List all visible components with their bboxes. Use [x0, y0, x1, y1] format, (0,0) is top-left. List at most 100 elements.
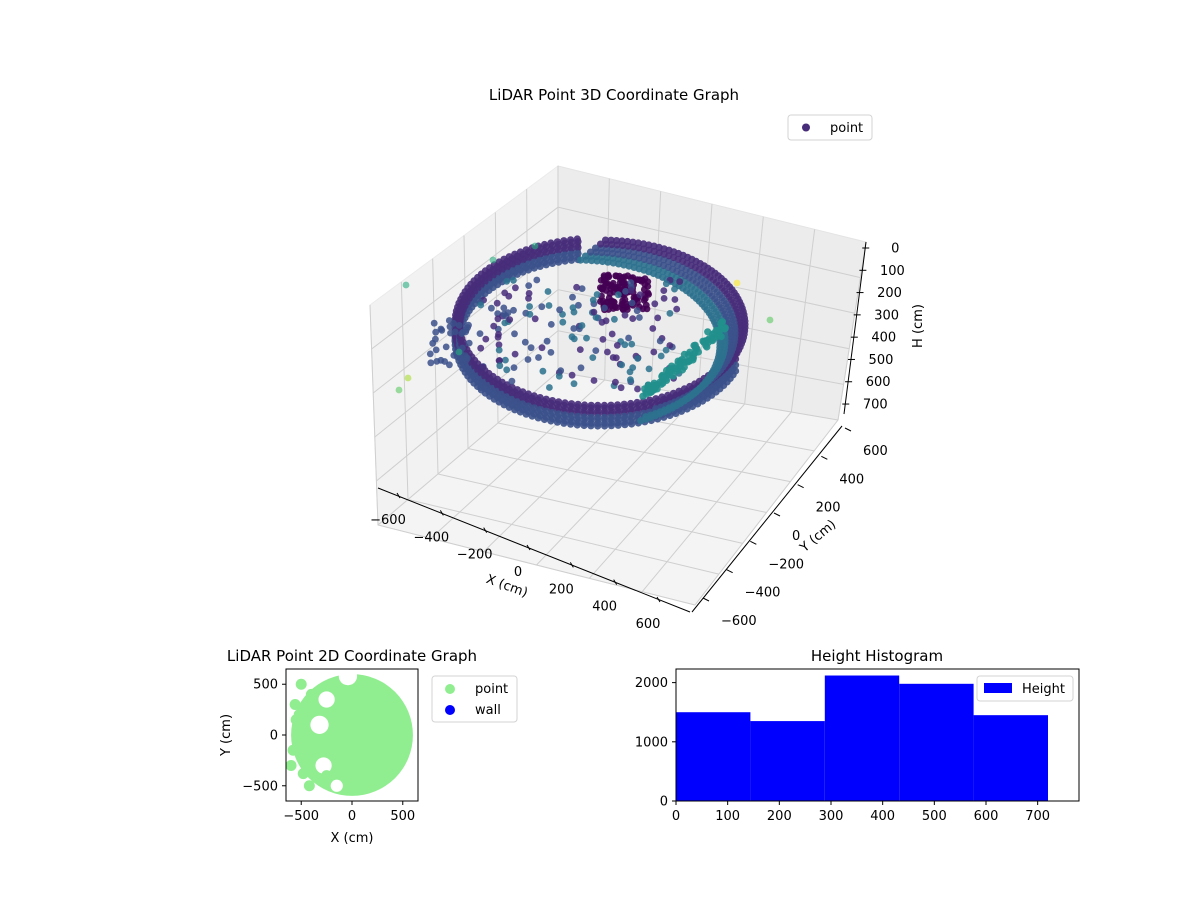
- point-3d: [666, 342, 674, 349]
- points-3d: [395, 235, 774, 430]
- point-3d: [627, 405, 635, 414]
- point-3d: [627, 399, 635, 408]
- point-3d: [519, 394, 527, 402]
- x-ticks-2d: −500 0 500: [283, 801, 415, 824]
- point-3d: [594, 413, 602, 421]
- point-3d: [519, 406, 527, 414]
- point-3d: [657, 352, 665, 360]
- x-tick-3d: [569, 562, 574, 568]
- point-3d: [450, 320, 457, 327]
- point-3d: [524, 248, 533, 256]
- point-3d: [656, 337, 664, 345]
- legend-hist-frame: [976, 675, 1074, 702]
- point-3d: [640, 296, 648, 304]
- point-3d: [652, 395, 660, 403]
- point-3d: [614, 407, 622, 415]
- point-3d: [521, 338, 529, 346]
- point-3d: [527, 344, 535, 352]
- point-3d: [608, 297, 615, 305]
- point-3d: [462, 328, 470, 336]
- point-3d: [531, 315, 539, 323]
- y-tick-3d: [702, 597, 710, 602]
- point-3d: [495, 346, 503, 354]
- point-3d: [493, 299, 501, 307]
- point-3d: [600, 401, 609, 409]
- grid-line: [371, 206, 861, 350]
- y-tick-label-3d: 200: [816, 501, 841, 516]
- point-3d: [561, 251, 569, 259]
- point-3d: [567, 244, 576, 252]
- legend-hist-label: Height: [1022, 682, 1065, 697]
- point-3d: [581, 407, 589, 415]
- legend-hist: Height: [976, 675, 1074, 702]
- point-3d: [437, 325, 445, 333]
- point-3d: [556, 306, 563, 314]
- point-3d: [604, 348, 611, 356]
- point-3d: [457, 355, 465, 363]
- point-3d: [519, 400, 527, 408]
- x-tick-3d: [656, 596, 661, 603]
- point-3d: [455, 322, 463, 329]
- point-3d: [530, 392, 538, 400]
- point-3d: [570, 325, 578, 332]
- point-3d: [634, 299, 641, 306]
- point-3d: [536, 406, 544, 414]
- point-3d: [654, 314, 662, 322]
- point-3d: [594, 419, 602, 427]
- point-2d: [289, 699, 301, 711]
- point-3d: [594, 401, 602, 409]
- point-3d: [629, 315, 637, 322]
- point-3d: [404, 374, 412, 382]
- point-3d: [614, 413, 622, 421]
- point-3d: [718, 318, 727, 326]
- point-3d: [574, 400, 582, 408]
- point-2d: [287, 744, 299, 756]
- point-3d: [620, 400, 628, 408]
- point-3d: [607, 419, 615, 427]
- point-3d: [587, 401, 595, 409]
- point-3d: [611, 315, 618, 323]
- point-3d: [548, 247, 557, 255]
- grid-line: [376, 330, 844, 482]
- point-3d: [641, 275, 649, 283]
- point-3d: [627, 411, 635, 420]
- point-3d: [621, 296, 629, 303]
- point-3d: [627, 279, 635, 287]
- points-2d: [286, 669, 413, 796]
- point-3d: [519, 262, 527, 270]
- point-3d: [504, 309, 512, 317]
- point-3d: [426, 350, 434, 358]
- point-3d: [511, 350, 519, 358]
- x-tick-label-3d: −200: [457, 548, 493, 563]
- grid-line: [369, 304, 379, 526]
- point-3d: [592, 347, 600, 354]
- point-3d: [555, 410, 563, 418]
- point-3d: [576, 346, 584, 353]
- z-tick-label-3d: 300: [874, 308, 899, 323]
- point-3d: [559, 318, 567, 326]
- point-3d: [555, 398, 563, 406]
- x-tick-3d: [613, 579, 618, 585]
- point-3d: [538, 344, 546, 352]
- point-3d: [612, 378, 619, 386]
- point-3d: [600, 419, 609, 427]
- point-3d: [618, 237, 626, 245]
- point-3d: [717, 333, 725, 341]
- point-3d: [627, 417, 635, 426]
- point-3d: [656, 378, 664, 386]
- point-3d: [511, 330, 518, 338]
- plot-2d: LiDAR Point 2D Coordinate Graph −500 0 500…: [219, 647, 518, 846]
- point-3d: [623, 237, 632, 246]
- point-2d: [310, 704, 322, 716]
- point-3d: [620, 418, 628, 426]
- x-tick-label-hist: 300: [819, 809, 844, 824]
- z-tick-label-3d: 500: [869, 353, 894, 368]
- point-3d: [671, 296, 679, 303]
- histogram-bar: [824, 675, 900, 801]
- point-3d: [651, 300, 659, 308]
- point-3d: [660, 295, 668, 302]
- point-3d: [526, 310, 534, 318]
- point-2d-gap: [315, 757, 332, 774]
- point-3d: [488, 304, 495, 312]
- point-3d: [570, 335, 578, 343]
